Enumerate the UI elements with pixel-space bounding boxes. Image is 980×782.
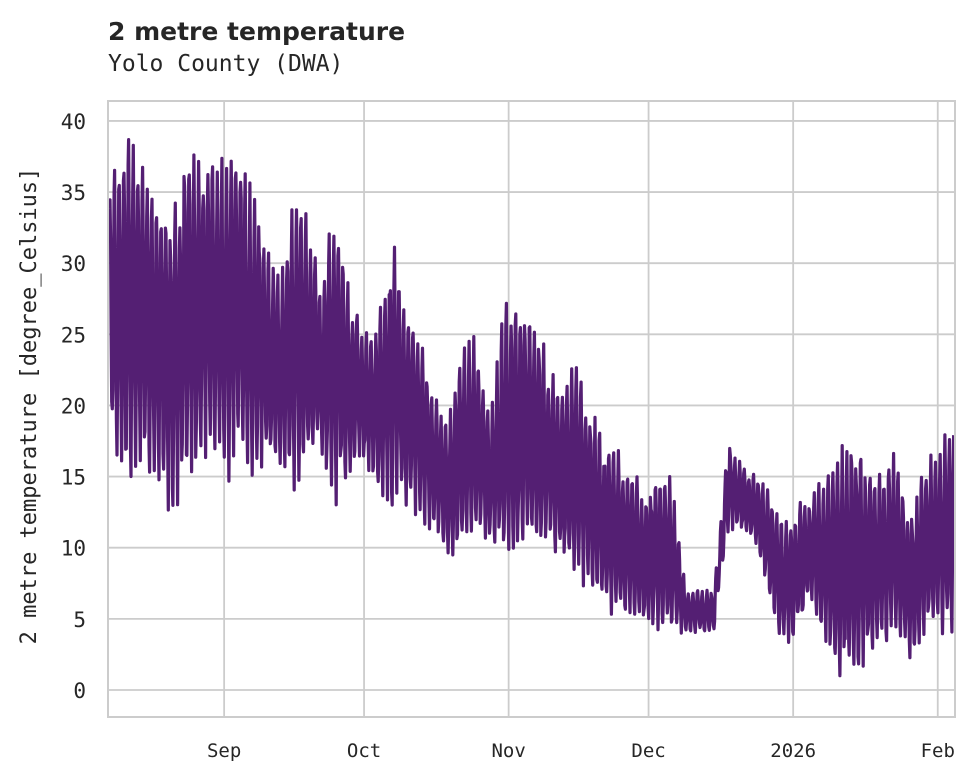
- y-axis-label: 2 metre temperature [degree_Celsius]: [17, 168, 42, 645]
- x-tick-label: Oct: [347, 740, 381, 762]
- y-tick-label: 0: [73, 679, 86, 703]
- x-tick-label: Nov: [491, 740, 525, 762]
- y-tick-label: 5: [73, 608, 86, 632]
- series-layer: [107, 138, 956, 678]
- y-tick-label: 10: [61, 537, 86, 561]
- x-tick-label: Sep: [207, 740, 241, 762]
- y-tick-label: 25: [61, 323, 86, 347]
- y-tick-label: 15: [61, 466, 86, 490]
- y-tick-label: 35: [61, 181, 86, 205]
- x-tick-label: 2026: [770, 740, 816, 762]
- y-tick-label: 40: [61, 110, 86, 134]
- y-tick-label: 30: [61, 252, 86, 276]
- chart-subtitle: Yolo County (DWA): [108, 51, 344, 77]
- chart-title: 2 metre temperature: [108, 17, 406, 46]
- plot-frame: [107, 100, 956, 718]
- ticks: 0 5 10 15 20 25 30 35 40 Sep Oct Nov Dec 2026 Feb: [61, 110, 955, 762]
- series-line-temperature: [107, 138, 956, 678]
- x-tick-label: Dec: [631, 740, 665, 762]
- y-tick-label: 20: [61, 394, 86, 418]
- x-tick-label: Feb: [921, 740, 955, 762]
